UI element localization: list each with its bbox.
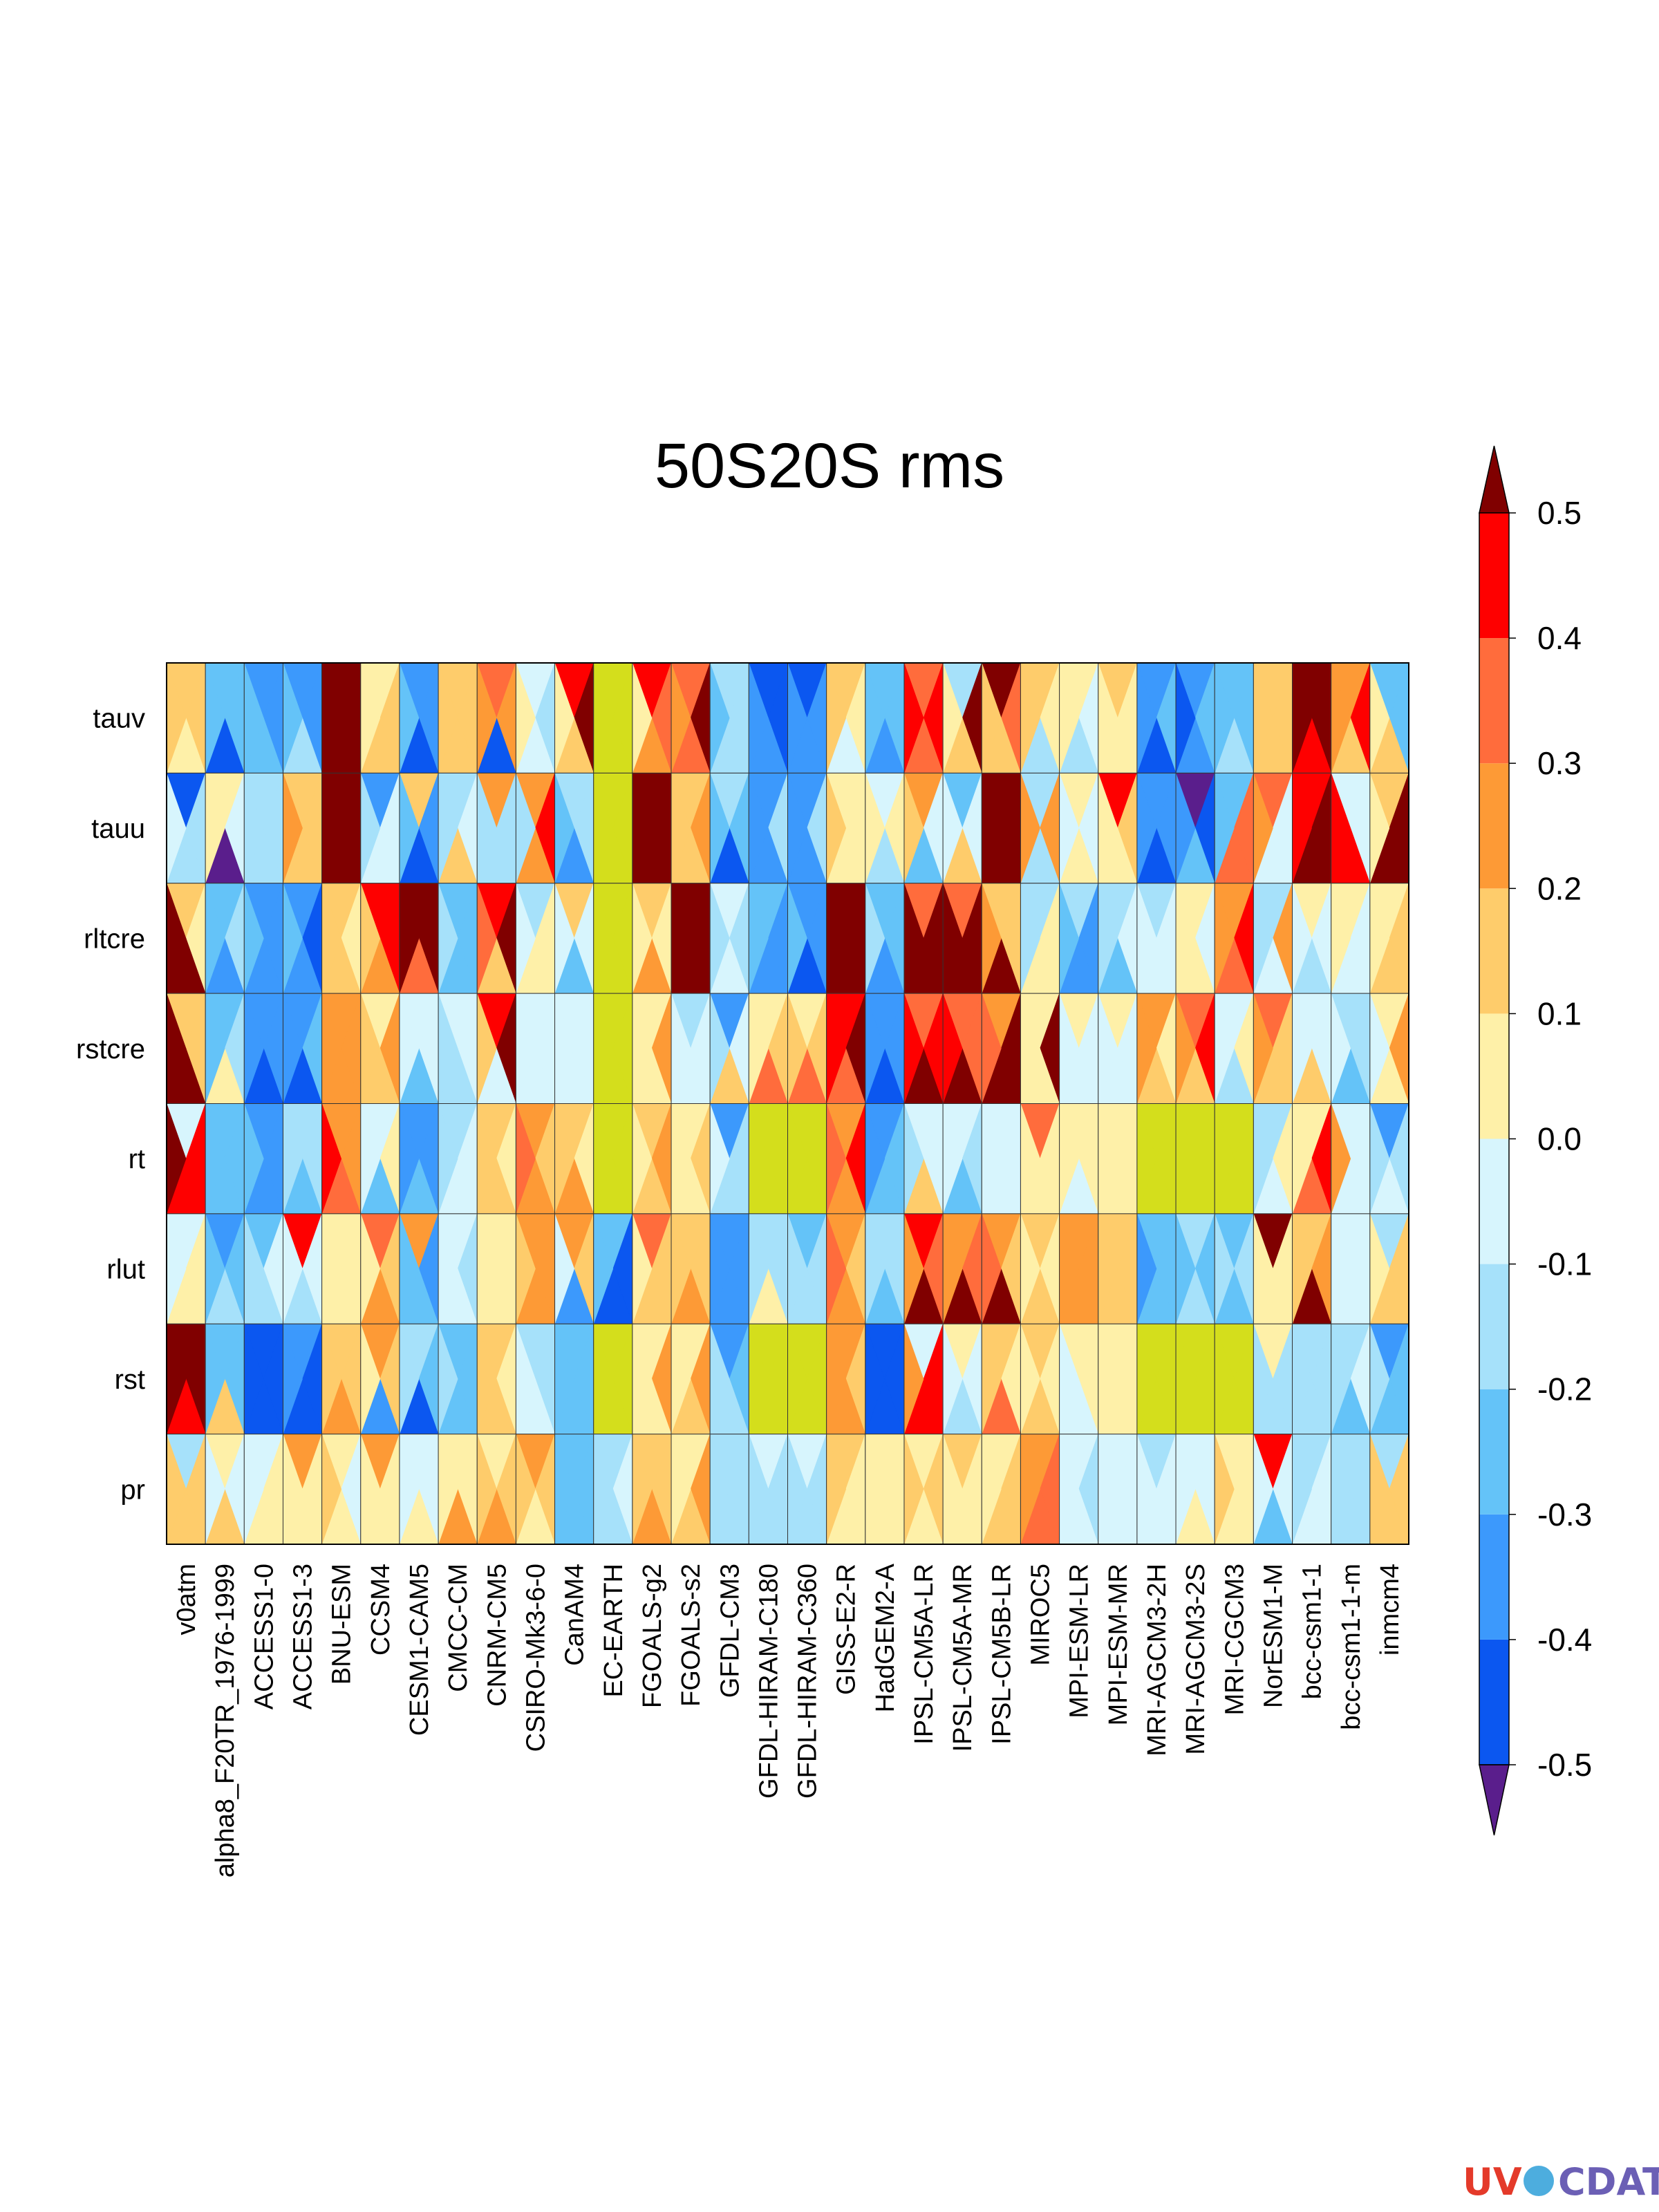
colorbar-tick-label: -0.5 [1537, 1747, 1592, 1783]
column-label-BNU-ESM: BNU-ESM [328, 1564, 357, 1685]
column-label-alpha8_F20TR_1976-1999: alpha8_F20TR_1976-1999 [211, 1564, 240, 1877]
row-label-rltcre: rltcre [84, 924, 145, 954]
column-label-CanAM4: CanAM4 [561, 1564, 590, 1666]
row-label-tauu: tauu [91, 814, 145, 844]
uvcdat-logo: UV CDAT [1463, 2160, 1659, 2204]
colorbar-segment [1479, 763, 1509, 889]
column-label-MPI-ESM-LR: MPI-ESM-LR [1065, 1564, 1094, 1718]
colorbar-segment [1479, 1013, 1509, 1139]
column-label-IPSL-CM5A-LR: IPSL-CM5A-LR [910, 1564, 939, 1745]
colorbar-tick-label: -0.2 [1537, 1371, 1592, 1407]
svg-text:UV: UV [1463, 2160, 1522, 2204]
row-labels: tauv tauu rltcre rstcre rt rlut rst pr [76, 704, 145, 1506]
column-label-EC-EARTH: EC-EARTH [599, 1564, 628, 1698]
heatmap-cells [166, 662, 1409, 1545]
column-label-MPI-ESM-MR: MPI-ESM-MR [1104, 1564, 1133, 1725]
colorbar-over-arrow [1479, 445, 1510, 514]
colorbar-tick-label: 0.1 [1537, 995, 1582, 1031]
column-label-ACCESS1-0: ACCESS1-0 [250, 1564, 279, 1709]
column-label-bcc-csm1-1: bcc-csm1-1 [1298, 1564, 1327, 1699]
chart-title: 50S20S rms [655, 431, 1004, 501]
colorbar-tick-label: -0.1 [1537, 1246, 1592, 1282]
colorbar-under-arrow [1479, 1764, 1510, 1836]
column-label-CSIRO-Mk3-6-0: CSIRO-Mk3-6-0 [521, 1564, 550, 1752]
colorbar: -0.5 -0.4 -0.3 -0.2 -0.1 0.0 0.1 0.2 0.3 0.4 0.5 [1479, 445, 1592, 1836]
row-label-rt: rt [129, 1144, 145, 1174]
colorbar-tick-label: 0.2 [1537, 870, 1582, 906]
colorbar-tick-label: 0.0 [1537, 1121, 1582, 1157]
colorbar-segment [1479, 513, 1509, 639]
svg-text:CDAT: CDAT [1558, 2160, 1659, 2204]
column-label-ACCESS1-3: ACCESS1-3 [289, 1564, 318, 1709]
colorbar-segment [1479, 1138, 1509, 1264]
column-label-MRI-CGCM3: MRI-CGCM3 [1220, 1564, 1249, 1716]
column-label-CCSM4: CCSM4 [366, 1564, 395, 1656]
column-label-FGOALS-s2: FGOALS-s2 [677, 1564, 706, 1707]
column-label-IPSL-CM5A-MR: IPSL-CM5A-MR [948, 1564, 977, 1752]
column-label-HadGEM2-A: HadGEM2-A [871, 1563, 900, 1712]
colorbar-tick-label: 0.3 [1537, 745, 1582, 781]
column-label-MRI-AGCM3-2H: MRI-AGCM3-2H [1143, 1564, 1172, 1756]
column-label-GFDL-HIRAM-C180: GFDL-HIRAM-C180 [754, 1564, 783, 1799]
row-label-pr: pr [120, 1474, 145, 1505]
column-label-IPSL-CM5B-LR: IPSL-CM5B-LR [987, 1564, 1016, 1745]
column-label-GFDL-HIRAM-C360: GFDL-HIRAM-C360 [794, 1564, 823, 1799]
column-label-MRI-AGCM3-2S: MRI-AGCM3-2S [1181, 1564, 1210, 1755]
column-label-GISS-E2-R: GISS-E2-R [832, 1564, 861, 1695]
colorbar-segment [1479, 1389, 1509, 1515]
plot-frame [166, 662, 1409, 1545]
column-label-CESM1-CAM5: CESM1-CAM5 [405, 1564, 434, 1736]
column-labels: v0atm alpha8_F20TR_1976-1999 ACCESS1-0 ACCE… [172, 1563, 1405, 1877]
colorbar-tick-label: -0.4 [1537, 1622, 1592, 1658]
column-label-FGOALS-g2: FGOALS-g2 [638, 1564, 667, 1708]
colorbar-segment [1479, 888, 1509, 1014]
row-label-rstcre: rstcre [76, 1034, 145, 1065]
column-label-CMCC-CM: CMCC-CM [444, 1564, 473, 1692]
colorbar-segment [1479, 638, 1509, 764]
column-label-inmcm4: inmcm4 [1376, 1564, 1405, 1656]
colorbar-segment [1479, 1639, 1509, 1765]
row-label-tauv: tauv [93, 704, 145, 734]
colorbar-segment [1479, 1514, 1509, 1640]
column-label-v0atm: v0atm [172, 1564, 201, 1635]
column-label-NorESM1-M: NorESM1-M [1259, 1564, 1288, 1708]
colorbar-tick-label: -0.3 [1537, 1497, 1592, 1533]
column-label-MIROC5: MIROC5 [1027, 1564, 1056, 1666]
column-label-GFDL-CM3: GFDL-CM3 [715, 1564, 744, 1698]
row-label-rst: rst [115, 1365, 145, 1395]
colorbar-tick-label: 0.5 [1537, 495, 1582, 531]
row-label-rlut: rlut [106, 1255, 145, 1285]
column-label-CNRM-CM5: CNRM-CM5 [482, 1564, 512, 1707]
colorbar-tick-label: 0.4 [1537, 620, 1582, 656]
colorbar-segment [1479, 1264, 1509, 1389]
column-label-bcc-csm1-1-m: bcc-csm1-1-m [1337, 1564, 1366, 1730]
